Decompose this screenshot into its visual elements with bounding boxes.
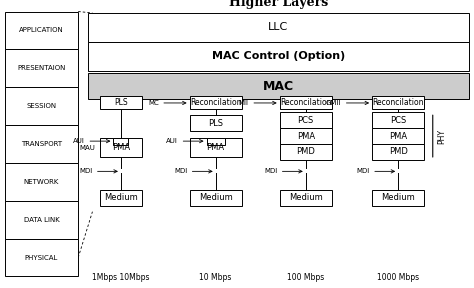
- Text: Medium: Medium: [289, 194, 323, 202]
- Bar: [100, 190, 142, 206]
- Bar: [280, 128, 332, 144]
- Text: MAC: MAC: [263, 80, 294, 93]
- Bar: [372, 96, 424, 109]
- Bar: [280, 144, 332, 160]
- Text: PCS: PCS: [298, 116, 314, 125]
- Text: MAC Control (Option): MAC Control (Option): [212, 51, 345, 61]
- Bar: [5, 125, 78, 163]
- Bar: [5, 87, 78, 125]
- Text: GMII: GMII: [326, 100, 341, 106]
- Text: 1Mbps 10Mbps: 1Mbps 10Mbps: [92, 273, 150, 283]
- Bar: [88, 13, 469, 42]
- Text: PMA: PMA: [112, 143, 130, 152]
- Text: Reconcilation: Reconcilation: [373, 98, 424, 107]
- Text: Medium: Medium: [199, 194, 233, 202]
- Bar: [5, 163, 78, 201]
- Text: DATA LINK: DATA LINK: [24, 217, 59, 223]
- Text: 10 Mbps: 10 Mbps: [200, 273, 232, 283]
- Bar: [280, 190, 332, 206]
- Text: Reconcilation: Reconcilation: [190, 98, 241, 107]
- Text: MAU: MAU: [79, 145, 95, 151]
- Text: Reconcilation: Reconcilation: [280, 98, 331, 107]
- Text: AUI: AUI: [73, 138, 85, 144]
- Bar: [5, 49, 78, 87]
- Bar: [100, 96, 142, 109]
- Text: MDI: MDI: [79, 168, 92, 174]
- Bar: [100, 138, 142, 157]
- Text: MDI: MDI: [356, 168, 370, 174]
- Bar: [190, 190, 242, 206]
- Text: SESSION: SESSION: [27, 103, 56, 109]
- Text: AUI: AUI: [166, 138, 178, 144]
- Text: PLS: PLS: [208, 119, 223, 128]
- Bar: [280, 112, 332, 128]
- Text: APPLICATION: APPLICATION: [19, 27, 64, 33]
- Bar: [372, 190, 424, 206]
- Bar: [88, 42, 469, 71]
- Bar: [190, 96, 242, 109]
- Text: PCS: PCS: [390, 116, 406, 125]
- Bar: [372, 128, 424, 144]
- Bar: [5, 12, 78, 49]
- Text: Medium: Medium: [381, 194, 415, 202]
- Text: MDI: MDI: [264, 168, 277, 174]
- Text: NETWORK: NETWORK: [24, 179, 59, 185]
- Text: MC: MC: [148, 100, 159, 106]
- Text: TRANSPORT: TRANSPORT: [21, 141, 62, 147]
- Bar: [372, 144, 424, 160]
- Bar: [88, 73, 469, 99]
- Text: 100 Mbps: 100 Mbps: [287, 273, 324, 283]
- Text: PHY: PHY: [438, 128, 447, 144]
- Text: PLS: PLS: [114, 98, 128, 107]
- Text: LLC: LLC: [268, 22, 289, 32]
- Text: Medium: Medium: [104, 194, 138, 202]
- Bar: [190, 138, 242, 157]
- Text: PMD: PMD: [296, 147, 315, 156]
- Text: PMA: PMA: [297, 132, 315, 141]
- Text: MII: MII: [239, 100, 249, 106]
- Text: PHYSICAL: PHYSICAL: [25, 255, 58, 261]
- Bar: [372, 112, 424, 128]
- Bar: [207, 138, 225, 145]
- Bar: [5, 239, 78, 276]
- Bar: [5, 201, 78, 239]
- Text: 1000 Mbps: 1000 Mbps: [377, 273, 419, 283]
- Text: PRESENTAION: PRESENTAION: [17, 65, 66, 71]
- Bar: [190, 115, 242, 131]
- Text: PMA: PMA: [389, 132, 407, 141]
- Text: Higher Layers: Higher Layers: [229, 0, 328, 10]
- Bar: [113, 138, 128, 145]
- Text: MDI: MDI: [174, 168, 187, 174]
- Bar: [280, 96, 332, 109]
- Text: PMD: PMD: [389, 147, 408, 156]
- Text: PMA: PMA: [207, 143, 225, 152]
